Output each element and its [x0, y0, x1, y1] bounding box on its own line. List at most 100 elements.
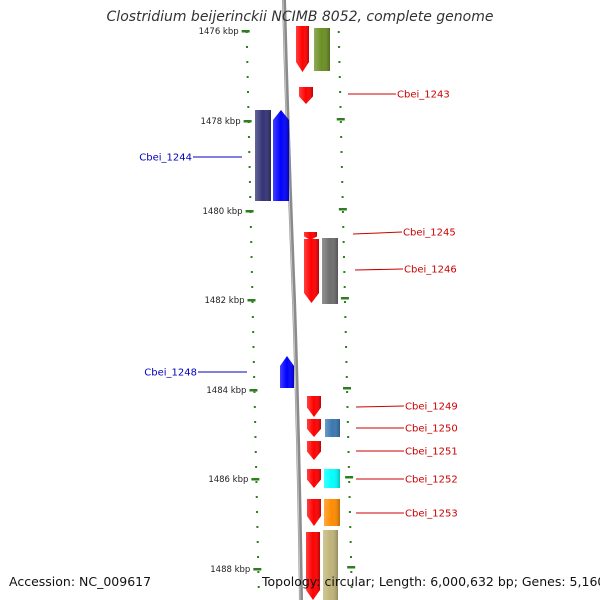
scale-tick-left — [253, 568, 262, 571]
scale-tick-left — [247, 299, 256, 302]
gene-label-cbei-1249[interactable]: Cbei_1249 — [405, 402, 458, 413]
feature-forward-olive-top[interactable] — [314, 28, 330, 71]
scale-dot-right — [338, 61, 341, 63]
gene-arrow-cbei-1250-red-shade — [307, 419, 321, 437]
gene-labels: Cbei_1243 Cbei_1244 Cbei_1245 Cbei_1246 Cbei… — [139, 90, 457, 520]
feature-forward-red-top[interactable] — [296, 26, 309, 72]
gene-arrow-cbei-1251[interactable] — [307, 441, 321, 460]
scale-dot-left — [249, 226, 252, 228]
scale-dot-right — [350, 586, 353, 588]
scale-dot-left — [256, 511, 259, 513]
scale-dot-left — [247, 136, 250, 138]
scale-dot-right — [342, 226, 345, 228]
gene-label-cbei-1246-leader — [354, 268, 404, 271]
gene-label-cbei-1251[interactable]: Cbei_1251 — [405, 447, 458, 458]
scale-tick-left — [251, 478, 260, 481]
scale-dot-right — [345, 376, 348, 378]
gene-arrow-cbei-1246[interactable] — [322, 238, 338, 304]
scale-tick-left — [241, 30, 250, 33]
scale-tick-right — [345, 476, 354, 479]
gene-arrow-cbei-1243-shade — [299, 87, 313, 104]
scale-dot-right — [345, 361, 348, 363]
map-title: Clostridium beijerinckii NCIMB 8052, com… — [106, 9, 494, 25]
scale-dot-right — [347, 466, 350, 468]
scale-dot-left — [252, 346, 255, 348]
scale-dot-left — [255, 481, 258, 483]
gene-arrow-cbei-1245b[interactable] — [304, 239, 319, 303]
scale-dot-left — [250, 271, 253, 273]
scale-dot-right — [342, 241, 345, 243]
scale-tick-right — [336, 118, 345, 121]
gene-arrow-cbei-1252-red-shade — [307, 469, 321, 488]
scale-dot-left — [257, 586, 260, 588]
gene-label-cbei-1245[interactable]: Cbei_1245 — [403, 228, 456, 239]
scale-dot-right — [341, 211, 344, 213]
gene-arrow-cbei-1250-red[interactable] — [307, 419, 321, 437]
scale-dot-left — [248, 181, 251, 183]
scale-dot-right — [342, 256, 345, 258]
scale-tick-left — [243, 120, 252, 123]
feature-forward-khaki-bottom[interactable] — [323, 530, 338, 600]
gene-arrow-cbei-1253-red[interactable] — [307, 499, 321, 526]
feature-reverse-navy-shade — [255, 110, 271, 201]
scale-dot-right — [346, 406, 349, 408]
scale-dot-right — [344, 316, 347, 318]
scale-dot-right — [347, 436, 350, 438]
feature-reverse-navy[interactable] — [255, 110, 271, 201]
gene-arrow-cbei-1246-shade — [322, 238, 338, 304]
gene-arrow-cbei-1252-red[interactable] — [307, 469, 321, 488]
scale-dot-left — [251, 301, 254, 303]
scale-dot-left — [257, 571, 260, 573]
scale-dot-left — [254, 436, 257, 438]
scale-dot-left — [257, 556, 260, 558]
gene-label-cbei-1253[interactable]: Cbei_1253 — [405, 509, 458, 520]
gene-arrow-cbei-1249-shade — [307, 396, 321, 417]
scale-dot-right — [341, 181, 344, 183]
gene-label-cbei-1243[interactable]: Cbei_1243 — [397, 90, 450, 101]
gene-arrow-cbei-1249[interactable] — [307, 396, 321, 417]
gene-label-cbei-1244[interactable]: Cbei_1244 — [139, 153, 192, 164]
gene-arrow-cbei-1250-shade — [325, 419, 340, 437]
scale-tick-right — [347, 566, 356, 569]
scale-dot-left — [254, 451, 257, 453]
gene-label-cbei-1252[interactable]: Cbei_1252 — [405, 475, 458, 486]
scale-dot-right — [346, 421, 349, 423]
scale-tick-left — [245, 210, 254, 213]
scale-dot-right — [348, 496, 351, 498]
scale-tick-left — [249, 389, 258, 392]
gene-arrow-cbei-1244[interactable] — [273, 110, 289, 201]
gene-arrow-cbei-1252[interactable] — [324, 469, 340, 488]
scale-dot-right — [338, 76, 341, 78]
gene-label-cbei-1250[interactable]: Cbei_1250 — [405, 424, 458, 435]
scale-label: 1482 kbp — [204, 296, 244, 306]
scale-label: 1488 kbp — [210, 565, 250, 575]
feature-forward-red-bottom[interactable] — [306, 532, 320, 600]
scale-dot-right — [341, 196, 344, 198]
feature-forward-khaki-bottom-shade — [323, 530, 338, 600]
scale-dot-right — [349, 541, 352, 543]
topology-summary: Topology: circular; Length: 6,000,632 bp… — [262, 574, 600, 589]
scale-dot-left — [254, 421, 257, 423]
gene-label-cbei-1248[interactable]: Cbei_1248 — [144, 368, 197, 379]
gene-arrow-cbei-1250[interactable] — [325, 419, 340, 437]
gene-arrow-cbei-1253[interactable] — [324, 499, 340, 526]
scale-dot-left — [246, 76, 249, 78]
gene-arrow-cbei-1248[interactable] — [280, 356, 294, 388]
scale-dot-left — [247, 106, 250, 108]
scale-dot-left — [255, 466, 258, 468]
scale-dot-left — [252, 331, 255, 333]
gene-arrow-cbei-1245[interactable] — [304, 232, 317, 240]
gene-label-cbei-1246[interactable]: Cbei_1246 — [404, 265, 457, 276]
gene-arrow-cbei-1253-shade — [324, 499, 340, 526]
scale-dot-left — [252, 361, 255, 363]
scale-dot-left — [255, 496, 258, 498]
scale-dot-right — [340, 166, 343, 168]
gene-arrow-cbei-1243[interactable] — [299, 87, 313, 104]
scale-dot-left — [246, 61, 249, 63]
scale-dot-right — [340, 151, 343, 153]
scale-dot-right — [337, 31, 340, 33]
scale-dot-right — [339, 121, 342, 123]
scale-dot-right — [349, 526, 352, 528]
scale-dot-right — [347, 451, 350, 453]
scale-dot-right — [343, 271, 346, 273]
